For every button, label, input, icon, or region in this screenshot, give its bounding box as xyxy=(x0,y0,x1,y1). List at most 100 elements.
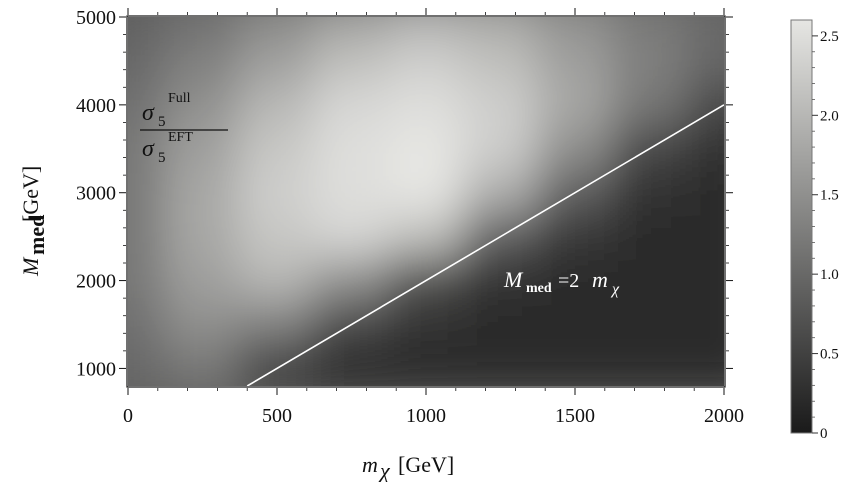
heatmap-cell xyxy=(238,37,316,84)
y-tick-label: 4000 xyxy=(76,95,116,117)
heatmap-cell xyxy=(128,169,167,216)
x-tick-label: 2000 xyxy=(704,405,744,427)
heatmap-cell xyxy=(164,345,241,386)
ratio-denominator-sub: 5 xyxy=(158,150,166,166)
mass-relation-line xyxy=(246,104,724,386)
y-axis-label-unit: [GeV] xyxy=(18,166,43,222)
line-annotation-lhs-sub: med xyxy=(526,281,552,296)
x-tick-label: 1000 xyxy=(406,405,446,427)
y-tick-label: 3000 xyxy=(76,183,116,205)
heatmap-cell xyxy=(536,125,614,172)
heatmap-cell xyxy=(313,213,390,260)
heatmap-cell xyxy=(238,213,316,260)
heatmap-cell xyxy=(536,81,614,128)
heatmap-cell xyxy=(462,81,539,128)
heatmap-cell xyxy=(238,345,316,386)
heatmap-cell xyxy=(611,169,688,216)
heatmap-cell xyxy=(611,37,688,84)
line-annotation-rhs: m xyxy=(592,267,608,292)
x-tick-label: 1500 xyxy=(555,405,595,427)
x-tick-label: 0 xyxy=(123,405,133,427)
heatmap-cell xyxy=(387,17,465,40)
heatmap-cell xyxy=(685,257,724,304)
heatmap-cell xyxy=(536,37,614,84)
heatmap-cell xyxy=(611,257,688,304)
heatmap-cell xyxy=(128,37,167,84)
heatmap-cell xyxy=(685,213,724,260)
line-annotation: M med =2 m χ xyxy=(503,267,620,298)
heatmap-cell xyxy=(313,17,390,40)
heatmap-cell xyxy=(536,345,614,386)
heatmap-cell xyxy=(685,345,724,386)
plot-area: 0 500 1000 1500 2000 1000 2000 3000 4000 5000 xyxy=(76,7,744,427)
heatmap-cell xyxy=(685,81,724,128)
heatmap-cell xyxy=(313,37,390,84)
heatmap-cell xyxy=(536,301,614,348)
heatmap-cell xyxy=(685,169,724,216)
ratio-denominator-symbol: σ xyxy=(142,136,155,162)
heatmap-cell xyxy=(387,345,465,386)
heatmap-cell xyxy=(313,125,390,172)
heatmap-cell xyxy=(462,301,539,348)
heatmap-cell xyxy=(164,81,241,128)
plot-frame xyxy=(126,15,726,388)
colorbar-tick-label: 0 xyxy=(820,426,828,442)
line-annotation-lhs: M xyxy=(503,267,524,292)
x-axis-label-main: m xyxy=(362,452,378,477)
heatmap-cell xyxy=(313,257,390,304)
heatmap-cell xyxy=(128,17,167,40)
heatmap-cell xyxy=(685,17,724,40)
colorbar: 0 0.5 1.0 1.5 2.0 2.5 xyxy=(790,19,839,442)
colorbar-ticks: 0 0.5 1.0 1.5 2.0 2.5 xyxy=(812,29,839,442)
heatmap-cell xyxy=(387,37,465,84)
heatmap-cell xyxy=(164,37,241,84)
heatmap-cell xyxy=(164,213,241,260)
heatmap-cell xyxy=(462,345,539,386)
y-axis-label-main: M xyxy=(18,256,43,277)
heatmap-cell xyxy=(462,125,539,172)
heatmap-cell xyxy=(685,125,724,172)
y-tick-label: 1000 xyxy=(76,358,116,380)
colorbar-tick-label: 1.0 xyxy=(820,267,839,283)
x-tick-label: 500 xyxy=(262,405,292,427)
y-tick-label: 5000 xyxy=(76,7,116,29)
ratio-numerator-sub: 5 xyxy=(158,114,166,130)
heatmap-cell xyxy=(238,81,316,128)
x-axis-label-unit: [GeV] xyxy=(398,452,454,477)
heatmap-cell xyxy=(387,169,465,216)
heatmap-cell xyxy=(164,169,241,216)
line-annotation-coef: =2 xyxy=(558,270,579,292)
heatmap-cell xyxy=(238,125,316,172)
heatmap-cell xyxy=(462,37,539,84)
heatmap-cell xyxy=(128,81,167,128)
heatmap-cell xyxy=(536,213,614,260)
heatmap-cell xyxy=(128,125,167,172)
line-annotation-rhs-sub: χ xyxy=(610,281,620,298)
heatmap-cell xyxy=(387,301,465,348)
heatmap-cell xyxy=(313,169,390,216)
heatmap-cell xyxy=(128,301,167,348)
colorbar-tick-label: 2.0 xyxy=(820,108,839,124)
heatmap-cell xyxy=(611,213,688,260)
heatmap-cell xyxy=(611,81,688,128)
heatmap-cell xyxy=(238,17,316,40)
heatmap-cell xyxy=(387,213,465,260)
heatmap-cell xyxy=(462,257,539,304)
heatmap-cell xyxy=(164,125,241,172)
heatmap-cell xyxy=(387,81,465,128)
heatmap-cell xyxy=(462,17,539,40)
colorbar-tick-label: 2.5 xyxy=(820,29,839,45)
heatmap-cell xyxy=(536,257,614,304)
heatmap-cell xyxy=(238,257,316,304)
heatmap-cell xyxy=(611,301,688,348)
heatmap-cell xyxy=(387,125,465,172)
heatmap-cell xyxy=(128,257,167,304)
ratio-denominator-sup: EFT xyxy=(168,130,193,145)
heatmap-cell xyxy=(611,345,688,386)
colorbar-gradient xyxy=(790,19,813,434)
heatmap-cell xyxy=(164,301,241,348)
heatmap-cell xyxy=(128,345,167,386)
heatmap-cell xyxy=(536,17,614,40)
heatmap-cell xyxy=(313,345,390,386)
